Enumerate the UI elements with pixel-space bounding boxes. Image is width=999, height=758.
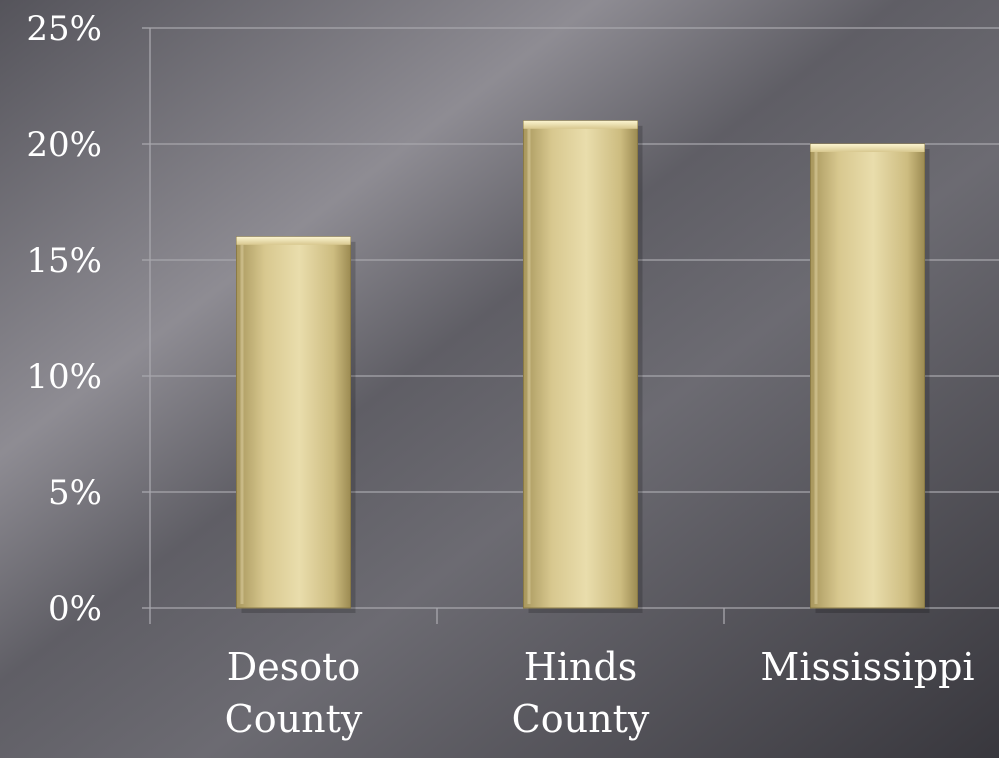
bar-top-bevel	[810, 144, 925, 152]
y-tick-label: 15%	[26, 241, 102, 281]
x-tick-label: Desoto	[227, 645, 360, 689]
bars	[236, 120, 930, 614]
bar-top-bevel	[236, 236, 351, 245]
y-tick-label: 5%	[48, 473, 102, 513]
x-tick-label: Mississippi	[760, 645, 974, 689]
y-tick-label: 20%	[26, 125, 102, 165]
bar	[523, 120, 638, 609]
y-tick-label: 10%	[26, 357, 102, 397]
x-tick-label: County	[512, 697, 650, 741]
y-tick-labels: 0% 5% 10% 15% 20% 25%	[26, 9, 102, 629]
x-tick-label: County	[225, 697, 363, 741]
bar-highlight	[527, 128, 531, 605]
y-tick-label: 0%	[48, 589, 102, 629]
bar-top-bevel	[523, 120, 638, 129]
x-tick-labels: Desoto County Hinds County Mississippi	[225, 645, 975, 741]
bar-highlight	[240, 244, 244, 605]
bar	[810, 143, 925, 609]
bar-highlight	[814, 152, 818, 604]
x-tick-label: Hinds	[524, 645, 638, 689]
y-tick-label: 25%	[26, 9, 102, 49]
bar	[236, 236, 351, 609]
